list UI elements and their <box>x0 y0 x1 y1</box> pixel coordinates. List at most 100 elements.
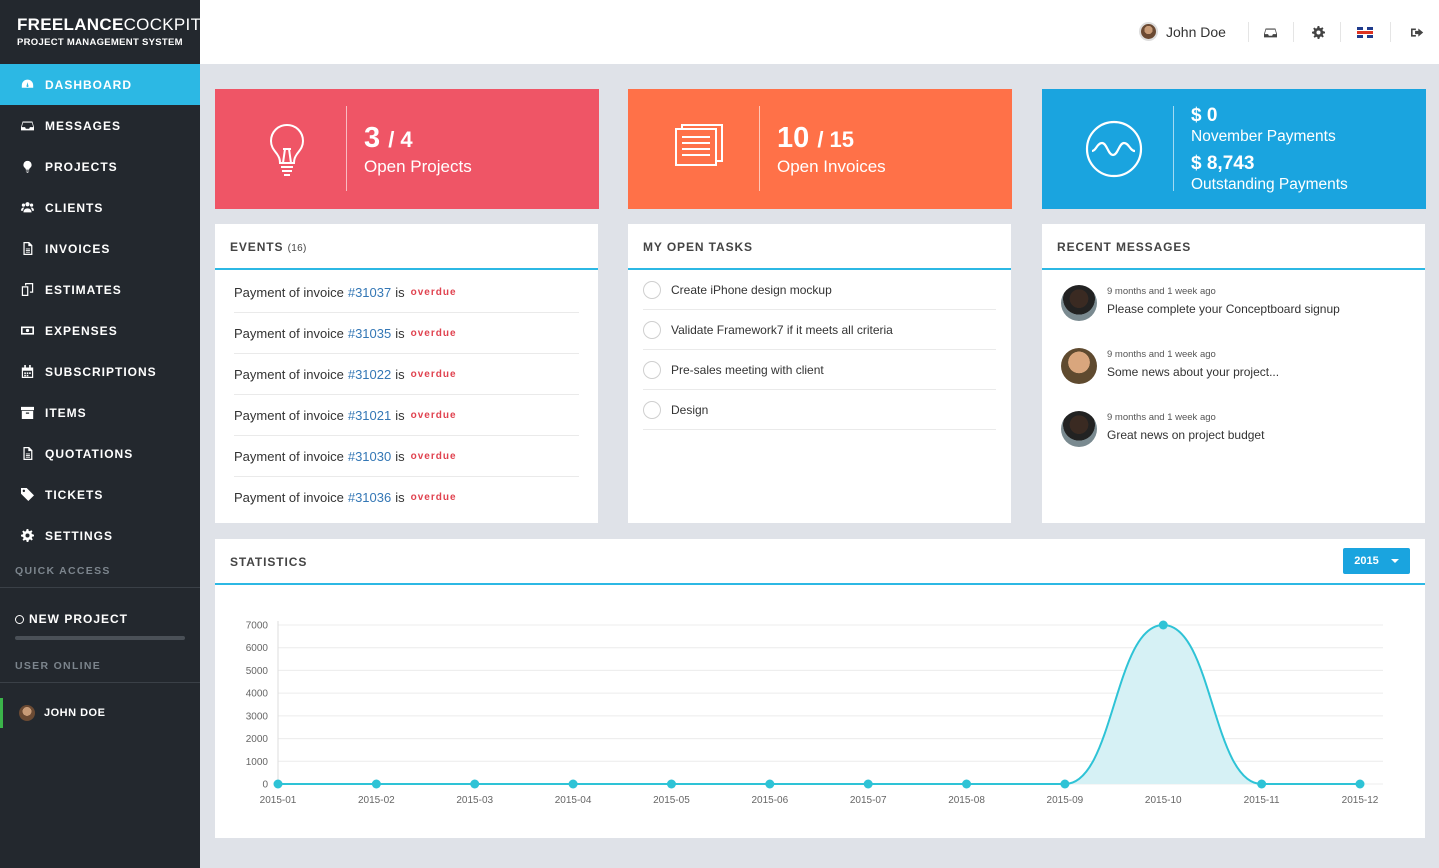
user-menu[interactable]: John Doe <box>1139 22 1226 41</box>
data-point <box>273 779 283 789</box>
divider <box>759 106 760 191</box>
x-tick-label: 2015-08 <box>948 795 985 806</box>
task-checkbox[interactable] <box>643 280 661 299</box>
event-item: Payment of invoice #31022 is overdue <box>234 354 579 395</box>
online-user-name: JOHN DOE <box>44 707 106 719</box>
uk-flag-icon[interactable] <box>1357 24 1373 40</box>
sidebar-item-label: ESTIMATES <box>45 282 122 297</box>
event-suffix: is <box>395 448 405 464</box>
panel-header: STATISTICS <box>215 539 1425 585</box>
file-icon <box>20 242 34 256</box>
sidebar-item-expenses[interactable]: EXPENSES <box>0 310 200 351</box>
sidebar-item-settings[interactable]: SETTINGS <box>0 515 200 556</box>
gear-icon[interactable] <box>1310 24 1326 40</box>
event-text: Payment of invoice <box>234 407 344 423</box>
user-name: John Doe <box>1166 23 1226 40</box>
data-point <box>568 779 578 789</box>
task-checkbox[interactable] <box>643 320 661 339</box>
invoice-link[interactable]: #31036 <box>347 490 392 505</box>
sidebar-item-subscriptions[interactable]: SUBSCRIPTIONS <box>0 351 200 392</box>
message-text: Please complete your Conceptboard signup <box>1107 302 1340 316</box>
event-item: Payment of invoice #31037 is overdue <box>234 272 579 313</box>
tasks-panel: MY OPEN TASKS Create iPhone design mocku… <box>628 224 1011 523</box>
open-invoices-count: 10 / 15 <box>777 122 854 155</box>
overdue-badge: overdue <box>410 368 457 380</box>
sidebar-item-invoices[interactable]: INVOICES <box>0 228 200 269</box>
month-payments-label: November Payments <box>1191 128 1336 145</box>
sidebar-item-tickets[interactable]: TICKETS <box>0 474 200 515</box>
data-point <box>1355 779 1365 789</box>
y-tick-label: 7000 <box>246 621 269 632</box>
sidebar-item-messages[interactable]: MESSAGES <box>0 105 200 146</box>
sidebar-item-projects[interactable]: PROJECTS <box>0 146 200 187</box>
logout-icon[interactable] <box>1409 24 1425 40</box>
invoice-link[interactable]: #31037 <box>347 284 392 300</box>
message-item[interactable]: 9 months and 1 week ago Some news about y… <box>1061 348 1279 384</box>
event-item: Payment of invoice #31035 is overdue <box>234 313 579 354</box>
panel-header: RECENT MESSAGES <box>1042 224 1425 270</box>
x-tick-label: 2015-02 <box>358 795 395 806</box>
inbox-icon[interactable] <box>1262 24 1278 40</box>
sidebar-item-label: ITEMS <box>45 405 87 420</box>
month-payments-amount: $ 0 <box>1191 105 1218 126</box>
open-invoices-label: Open Invoices <box>777 157 886 176</box>
task-checkbox[interactable] <box>643 400 661 419</box>
x-tick-label: 2015-05 <box>653 795 690 806</box>
avatar <box>1139 22 1158 41</box>
caret-down-icon <box>1390 559 1399 563</box>
overdue-badge: overdue <box>410 450 457 462</box>
task-item: Validate Framework7 if it meets all crit… <box>643 310 996 350</box>
open-invoices-card[interactable]: 10 / 15 Open Invoices <box>628 89 1012 209</box>
x-tick-label: 2015-09 <box>1047 795 1084 806</box>
task-item: Create iPhone design mockup <box>643 270 996 310</box>
invoice-link[interactable]: #31035 <box>347 325 392 341</box>
data-point <box>863 779 873 789</box>
open-projects-card[interactable]: 3 / 4 Open Projects <box>215 89 599 209</box>
open-invoices-value: 10 <box>777 122 810 154</box>
wave-icon <box>1085 120 1143 178</box>
divider <box>1340 22 1341 42</box>
events-list: Payment of invoice #31037 is overdue Payment… <box>215 270 598 518</box>
lightbulb-icon <box>269 123 305 176</box>
message-item[interactable]: 9 months and 1 week ago Great news on pro… <box>1061 411 1264 447</box>
message-time: 9 months and 1 week ago <box>1107 286 1216 297</box>
divider <box>1390 22 1391 42</box>
x-tick-label: 2015-11 <box>1244 795 1280 806</box>
data-point <box>1257 779 1267 789</box>
user-online-label: USER ONLINE <box>15 660 102 672</box>
event-item: Payment of invoice #31036 is overdue <box>234 477 579 518</box>
year-dropdown[interactable]: 2015 <box>1343 548 1410 574</box>
message-time: 9 months and 1 week ago <box>1107 349 1216 360</box>
message-item[interactable]: 9 months and 1 week ago Please complete y… <box>1061 285 1340 321</box>
panel-header: MY OPEN TASKS <box>628 224 1011 270</box>
copy-icon <box>20 283 34 297</box>
invoice-link[interactable]: #31022 <box>347 366 392 382</box>
dashboard-icon <box>20 78 34 92</box>
sidebar-item-quotations[interactable]: QUOTATIONS <box>0 433 200 474</box>
overdue-badge: overdue <box>410 286 457 298</box>
new-project-link[interactable]: NEW PROJECT <box>0 612 200 626</box>
divider <box>1293 22 1294 42</box>
brand-logo[interactable]: FREELANCECOCKPIT PROJECT MANAGEMENT SYST… <box>0 0 201 64</box>
payments-card[interactable]: $ 0 November Payments $ 8,743 Outstandin… <box>1042 89 1426 209</box>
messages-panel: RECENT MESSAGES 9 months and 1 week ago P… <box>1042 224 1425 523</box>
online-user[interactable]: JOHN DOE <box>0 698 200 728</box>
invoice-link[interactable]: #31030 <box>347 448 392 464</box>
overdue-badge: overdue <box>410 327 457 339</box>
data-point <box>666 779 676 789</box>
task-checkbox[interactable] <box>643 360 661 379</box>
sidebar-item-estimates[interactable]: ESTIMATES <box>0 269 200 310</box>
y-tick-label: 3000 <box>246 711 269 722</box>
event-suffix: is <box>395 325 405 341</box>
sidebar-item-items[interactable]: ITEMS <box>0 392 200 433</box>
invoice-link[interactable]: #31021 <box>347 407 392 423</box>
sidebar: FREELANCECOCKPIT PROJECT MANAGEMENT SYST… <box>0 0 201 868</box>
data-point <box>1158 620 1168 630</box>
event-text: Payment of invoice <box>234 490 344 505</box>
divider <box>346 106 347 191</box>
sidebar-item-clients[interactable]: CLIENTS <box>0 187 200 228</box>
sidebar-nav: DASHBOARD MESSAGES PROJECTS CLIENTS INVOICES… <box>0 64 200 556</box>
total-projects: / 4 <box>388 127 413 152</box>
money-icon <box>20 324 34 338</box>
sidebar-item-dashboard[interactable]: DASHBOARD <box>0 64 200 105</box>
